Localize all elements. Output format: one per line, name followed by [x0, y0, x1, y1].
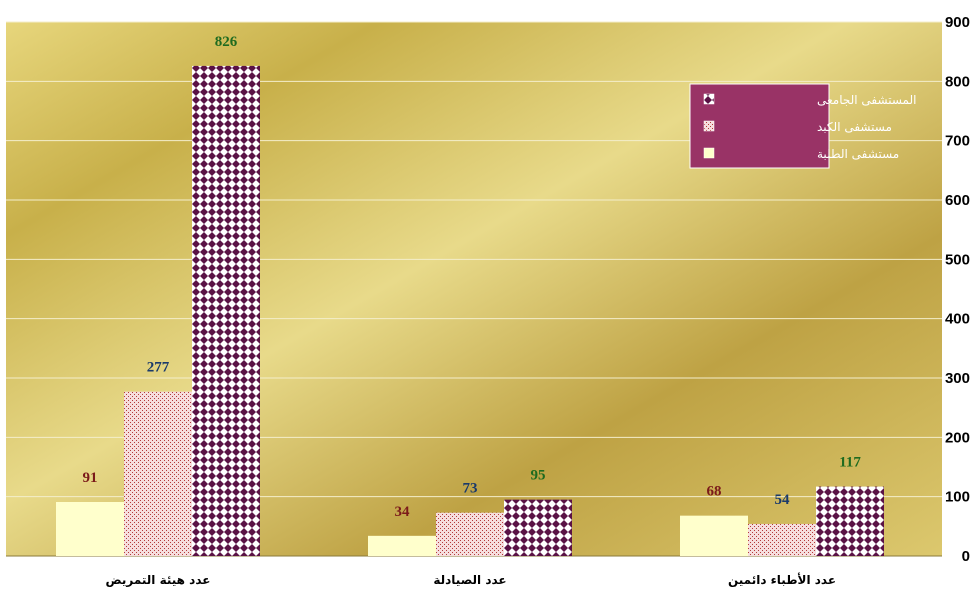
y-axis-ticks: 0 100 200 300 400 500 600 700 800 900	[945, 14, 970, 565]
data-label: 73	[463, 481, 478, 497]
bar	[124, 391, 192, 556]
x-axis-categories: عدد هيئة التمريض عدد الصيادلة عدد الأطباء …	[106, 572, 837, 587]
data-label: 117	[839, 455, 861, 471]
legend-entry-label: المستشفى الجامعى	[817, 93, 916, 107]
bar	[680, 515, 748, 556]
data-label: 68	[707, 484, 722, 500]
y-tick-label: 700	[945, 133, 970, 150]
bar	[368, 535, 436, 556]
data-label: 91	[83, 470, 98, 486]
y-tick-label: 200	[945, 429, 970, 446]
y-tick-label: 100	[945, 489, 970, 506]
legend-swatch	[703, 93, 715, 105]
legend: المستشفى الجامعى مستشفى الكبد مستشفى الطلب…	[689, 83, 916, 169]
legend-entry-label: مستشفى الطلبة	[817, 147, 899, 161]
bar	[436, 512, 504, 556]
x-category-label: عدد هيئة التمريض	[106, 573, 211, 587]
data-label: 95	[531, 468, 546, 484]
data-label: 277	[147, 360, 170, 376]
y-tick-label: 900	[945, 14, 970, 31]
y-tick-label: 500	[945, 251, 970, 268]
y-tick-label: 800	[945, 73, 970, 90]
data-labels: 91 277 826 34 73 95 68 54 117	[83, 34, 862, 520]
bar	[748, 523, 816, 556]
y-tick-label: 600	[945, 192, 970, 209]
x-category-label: عدد الأطباء دائمين	[728, 572, 836, 587]
bar	[816, 486, 884, 556]
bar	[192, 65, 260, 556]
bars	[56, 65, 884, 556]
legend-swatch	[703, 120, 715, 132]
bar	[56, 502, 124, 556]
y-tick-label: 0	[962, 548, 970, 565]
data-label: 826	[215, 34, 238, 50]
y-tick-label: 300	[945, 370, 970, 387]
y-tick-label: 400	[945, 311, 970, 328]
x-category-label: عدد الصيادلة	[433, 573, 506, 587]
data-label: 54	[775, 492, 791, 508]
legend-entry-label: مستشفى الكبد	[817, 120, 892, 134]
data-label: 34	[395, 504, 411, 520]
bar	[504, 499, 572, 556]
legend-swatch	[703, 147, 715, 159]
